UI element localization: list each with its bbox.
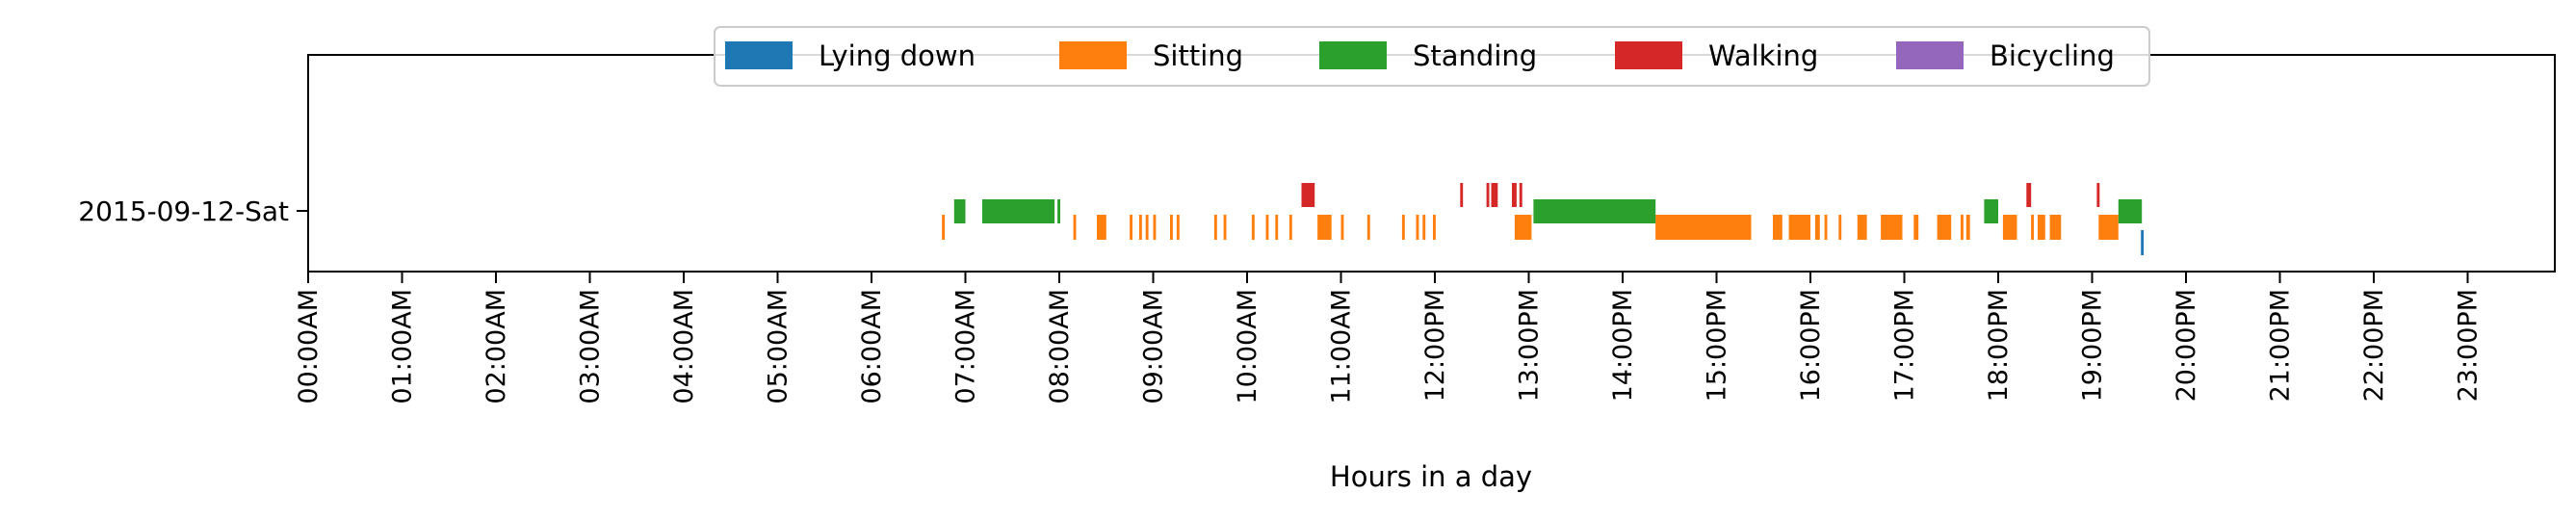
y-axis: 2015-09-12-Sat — [78, 195, 308, 227]
x-axis-title: Hours in a day — [1330, 460, 1532, 493]
activity-bar — [1913, 215, 1919, 240]
y-tick-label: 2015-09-12-Sat — [78, 195, 289, 227]
x-tick-label: 15:00PM — [1703, 289, 1732, 402]
activity-bar — [1170, 215, 1173, 240]
activity-bar — [1512, 183, 1517, 207]
activity-bar — [2026, 183, 2032, 207]
x-tick-label: 01:00AM — [388, 289, 418, 404]
x-axis: 00:00AM 01:00AM 02:00AM 03:00AM 04:00AM 05:00… — [294, 272, 2484, 404]
activity-bar — [1533, 199, 1656, 223]
activity-bar — [1145, 215, 1149, 240]
activity-bar — [1251, 215, 1255, 240]
x-tick-label: 03:00AM — [576, 289, 606, 404]
legend-swatch — [725, 41, 793, 69]
activity-bar — [1223, 215, 1227, 240]
activity-bar — [2002, 215, 2017, 240]
x-tick-label: 23:00PM — [2454, 289, 2484, 402]
x-tick-label: 19:00PM — [2078, 289, 2108, 402]
x-tick-label: 10:00AM — [1233, 289, 1262, 404]
activity-bar — [1275, 215, 1279, 240]
legend-swatch — [1059, 41, 1127, 69]
x-tick-label: 07:00AM — [951, 289, 981, 404]
activity-bar — [1824, 215, 1828, 240]
activity-bar — [1130, 215, 1132, 240]
activity-bar — [1491, 183, 1498, 207]
activity-bar — [1366, 215, 1370, 240]
plot-area — [308, 55, 2555, 272]
activity-bar — [1288, 215, 1292, 240]
activity-bar — [1857, 215, 1867, 240]
x-tick-label: 16:00PM — [1796, 289, 1826, 402]
activity-bar — [2098, 215, 2119, 240]
x-tick-label: 06:00AM — [857, 289, 887, 404]
activity-bar — [1401, 215, 1405, 240]
legend-label: Walking — [1708, 39, 1818, 72]
activity-bar — [982, 199, 1055, 223]
x-tick-label: 04:00AM — [669, 289, 699, 404]
activity-bar — [1961, 215, 1964, 240]
legend-swatch — [1896, 41, 1964, 69]
activity-bar — [1814, 215, 1820, 240]
x-tick-label: 20:00PM — [2172, 289, 2201, 402]
activity-bar — [2096, 183, 2100, 207]
x-tick-label: 00:00AM — [294, 289, 324, 404]
activity-bar — [1514, 215, 1532, 240]
activity-bar — [1073, 215, 1077, 240]
activity-bar — [1788, 215, 1810, 240]
activity-bar — [1301, 183, 1315, 207]
x-tick-label: 08:00AM — [1045, 289, 1075, 404]
activity-bar — [942, 215, 945, 240]
activity-bar — [1265, 215, 1269, 240]
activity-bar — [1881, 215, 1903, 240]
activity-bar — [2118, 199, 2143, 223]
legend-label: Sitting — [1153, 39, 1243, 72]
x-tick-label: 21:00PM — [2266, 289, 2296, 402]
activity-bar — [1097, 215, 1106, 240]
x-tick-label: 18:00PM — [1984, 289, 2014, 402]
legend-swatch — [1319, 41, 1387, 69]
x-tick-label: 13:00PM — [1515, 289, 1545, 402]
activity-bar — [1153, 215, 1157, 240]
activity-bar — [1519, 183, 1522, 207]
activity-bar — [1340, 215, 1344, 240]
activity-bar — [1138, 215, 1142, 240]
activity-bar — [953, 199, 966, 223]
activity-bar — [2049, 215, 2062, 240]
activity-marks — [942, 183, 2145, 255]
x-tick-label: 02:00AM — [481, 289, 511, 404]
activity-bar — [1655, 215, 1752, 240]
x-tick-label: 05:00AM — [764, 289, 794, 404]
legend-swatch — [1615, 41, 1682, 69]
x-tick-label: 14:00PM — [1608, 289, 1638, 402]
legend-label: Standing — [1413, 39, 1537, 72]
x-tick-label: 11:00AM — [1327, 289, 1357, 404]
activity-bar — [1213, 215, 1217, 240]
legend-label: Bicycling — [1990, 39, 2115, 72]
activity-bar — [1057, 199, 1060, 223]
activity-bar — [1416, 215, 1419, 240]
x-tick-label: 12:00PM — [1420, 289, 1450, 402]
activity-bar — [1317, 215, 1332, 240]
activity-bar — [2031, 215, 2034, 240]
activity-bar — [1433, 215, 1436, 240]
activity-bar — [1838, 215, 1842, 240]
activity-bar — [2038, 215, 2045, 240]
legend-label: Lying down — [819, 39, 976, 72]
activity-bar — [1486, 183, 1490, 207]
activity-bar — [1422, 215, 1426, 240]
x-tick-label: 22:00PM — [2359, 289, 2389, 402]
x-tick-label: 09:00AM — [1139, 289, 1169, 404]
activity-bar — [1937, 215, 1952, 240]
x-tick-label: 17:00PM — [1890, 289, 1920, 402]
legend: Lying down Sitting Standing Walking Bicyclin… — [714, 26, 2150, 87]
activity-bar — [1965, 215, 1970, 240]
activity-bar — [1984, 199, 1998, 223]
activity-bar — [1460, 183, 1464, 207]
activity-bar — [1176, 215, 1180, 240]
activity-bar — [2141, 230, 2145, 255]
activity-bar — [1773, 215, 1782, 240]
